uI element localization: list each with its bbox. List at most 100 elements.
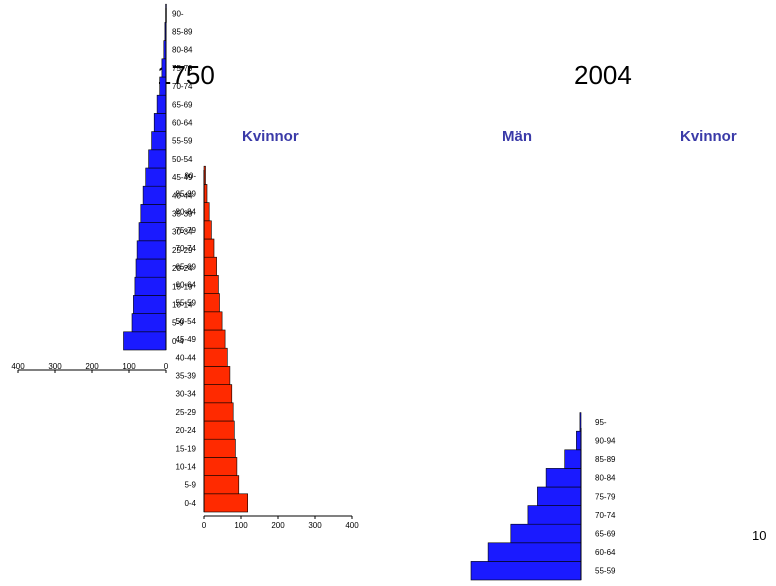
bar-1750-left-15-19 <box>134 276 167 296</box>
age-label-1750-left-70-74: 70-74 <box>172 82 193 91</box>
bar-1750-right-40-44 <box>203 347 228 367</box>
x-tick-label-1750-left-400: 400 <box>11 362 25 371</box>
age-label-1750-left-20-24: 20-24 <box>172 264 193 273</box>
age-label-2004-left-65-69: 65-69 <box>595 530 616 539</box>
age-label-1750-left-40-44: 40-44 <box>172 191 193 200</box>
bar-1750-right-30-34 <box>203 384 233 404</box>
age-label-1750-right-40-44: 40-44 <box>176 353 197 362</box>
age-label-1750-left-50-54: 50-54 <box>172 155 193 164</box>
bar-2004-left-90-94 <box>576 430 582 451</box>
age-label-1750-right-35-39: 35-39 <box>176 372 197 381</box>
age-label-1750-left-80-84: 80-84 <box>172 46 193 55</box>
bar-1750-right-65-69 <box>203 256 217 276</box>
age-label-1750-right-45-49: 45-49 <box>176 335 197 344</box>
age-label-1750-right-85-89: 85-89 <box>176 190 197 199</box>
bar-2004-left-55-59 <box>470 561 582 581</box>
age-label-1750-right-25-29: 25-29 <box>176 408 197 417</box>
bar-1750-right-10-14 <box>203 457 238 476</box>
age-label-1750-left-30-34: 30-34 <box>172 228 193 237</box>
age-label-1750-right-70-74: 70-74 <box>176 244 197 253</box>
bar-1750-right-20-24 <box>203 420 235 440</box>
bar-1750-left-25-29 <box>136 240 167 260</box>
age-label-1750-right-90-: 90- <box>184 171 196 180</box>
x-tick-label-1750-left-300: 300 <box>48 362 62 371</box>
x-tick-label-1750-right-300: 300 <box>308 521 322 530</box>
age-label-1750-right-80-84: 80-84 <box>176 208 197 217</box>
bar-1750-left-20-24 <box>135 258 167 278</box>
header-man-2004: Män <box>502 128 532 145</box>
age-label-1750-left-55-59: 55-59 <box>172 137 193 146</box>
age-label-2004-left-70-74: 70-74 <box>595 511 616 520</box>
bar-1750-right-5-9 <box>203 475 240 495</box>
bar-1750-left-45-49 <box>145 167 167 187</box>
age-label-1750-left-60-64: 60-64 <box>172 119 193 128</box>
x-tick-label-1750-left-0: 0 <box>164 362 169 371</box>
bar-1750-right-80-84 <box>203 202 210 222</box>
age-label-1750-right-50-54: 50-54 <box>176 317 197 326</box>
age-label-1750-left-90-: 90- <box>172 9 184 18</box>
age-label-1750-left-65-69: 65-69 <box>172 100 193 109</box>
bar-1750-left-55-59 <box>151 131 167 151</box>
x-tick-label-1750-left-200: 200 <box>85 362 99 371</box>
bar-2004-left-95- <box>579 412 582 432</box>
bar-1750-left-65-69 <box>156 94 167 114</box>
age-label-1750-left-10-14: 10-14 <box>172 301 193 310</box>
age-label-2004-left-80-84: 80-84 <box>595 474 616 483</box>
x-tick-label-1750-right-200: 200 <box>271 521 285 530</box>
age-label-2004-left-85-89: 85-89 <box>595 455 616 464</box>
bar-1750-right-45-49 <box>203 329 226 349</box>
age-label-1750-right-15-19: 15-19 <box>176 444 197 453</box>
header-kvinnor-2004: Kvinnor <box>680 128 737 145</box>
x-tick-label-1750-right-400: 400 <box>345 521 359 530</box>
age-label-2004-left-75-79: 75-79 <box>595 492 616 501</box>
age-label-2004-left-60-64: 60-64 <box>595 548 616 557</box>
age-label-2004-left-90-94: 90-94 <box>595 437 616 446</box>
bar-1750-left-40-44 <box>142 185 167 205</box>
bar-2004-left-75-79 <box>537 486 582 506</box>
age-label-1750-left-35-39: 35-39 <box>172 210 193 219</box>
bar-1750-right-55-59 <box>203 293 220 313</box>
age-label-1750-right-75-79: 75-79 <box>176 226 197 235</box>
bar-2004-left-70-74 <box>527 505 582 525</box>
header-kvinnor-1750: Kvinnor <box>242 128 299 145</box>
age-label-1750-right-0-4: 0-4 <box>184 499 196 508</box>
age-label-2004-left-55-59: 55-59 <box>595 567 616 576</box>
bar-1750-left-5-9 <box>131 313 167 333</box>
age-label-1750-left-85-89: 85-89 <box>172 28 193 37</box>
bar-1750-left-75-79 <box>161 58 167 78</box>
x-tick-label-1750-left-100: 100 <box>122 362 136 371</box>
bar-1750-left-30-34 <box>138 222 167 242</box>
age-label-1750-left-75-79: 75-79 <box>172 64 193 73</box>
age-label-1750-right-10-14: 10-14 <box>176 463 197 472</box>
age-label-1750-right-5-9: 5-9 <box>184 481 196 490</box>
bar-1750-right-0-4 <box>203 493 249 513</box>
bar-2004-left-60-64 <box>487 542 582 562</box>
age-label-1750-right-20-24: 20-24 <box>176 426 197 435</box>
x-tick-label-1750-right-0: 0 <box>202 521 207 530</box>
bar-2004-left-85-89 <box>564 449 582 469</box>
age-label-1750-left-5-9: 5-9 <box>172 319 184 328</box>
bar-1750-right-15-19 <box>203 438 236 458</box>
age-label-1750-right-30-34: 30-34 <box>176 390 197 399</box>
bar-1750-left-50-54 <box>148 149 167 169</box>
age-label-2004-left-95-: 95- <box>595 418 607 427</box>
year-label-2004: 2004 <box>574 60 632 90</box>
year-label-1750: 1750 <box>157 60 215 90</box>
bar-2004-left-65-69 <box>510 523 582 544</box>
slide-number: 10 <box>752 528 767 543</box>
age-label-1750-left-15-19: 15-19 <box>172 282 193 291</box>
bar-1750-right-70-74 <box>203 238 215 258</box>
bar-1750-right-60-64 <box>203 275 219 294</box>
bar-1750-right-75-79 <box>203 220 212 240</box>
age-label-1750-right-60-64: 60-64 <box>176 281 197 290</box>
bar-1750-left-60-64 <box>153 113 167 132</box>
bar-1750-right-25-29 <box>203 402 234 422</box>
age-label-1750-left-0-4: 0-4 <box>172 337 184 346</box>
age-label-1750-right-65-69: 65-69 <box>176 262 197 271</box>
age-label-1750-left-25-29: 25-29 <box>172 246 193 255</box>
bar-1750-left-10-14 <box>133 295 167 314</box>
bar-1750-left-0-4 <box>123 331 167 351</box>
age-label-1750-left-45-49: 45-49 <box>172 173 193 182</box>
bar-1750-right-35-39 <box>203 366 231 385</box>
